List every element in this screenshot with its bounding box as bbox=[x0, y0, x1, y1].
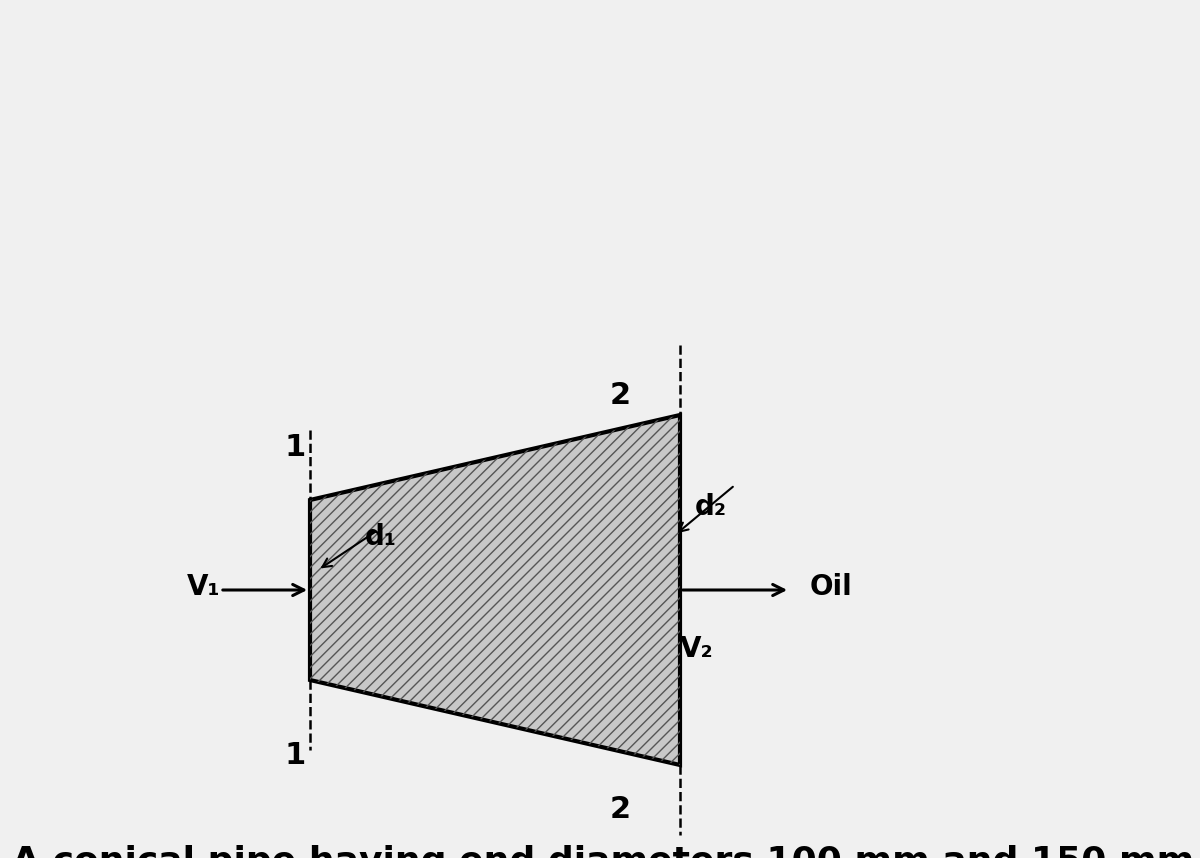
Text: 2: 2 bbox=[610, 795, 630, 825]
Text: d₂: d₂ bbox=[695, 493, 727, 521]
Text: 2: 2 bbox=[610, 380, 630, 409]
Text: A conical pipe having end diameters 100 mm and 150 mm is: A conical pipe having end diameters 100 … bbox=[12, 845, 1200, 858]
Text: V₂: V₂ bbox=[680, 635, 714, 663]
Text: d₁: d₁ bbox=[365, 523, 397, 551]
Text: Oil: Oil bbox=[810, 573, 853, 601]
Text: 1: 1 bbox=[284, 433, 306, 462]
Polygon shape bbox=[310, 415, 680, 765]
Text: V₁: V₁ bbox=[186, 573, 220, 601]
Text: 1: 1 bbox=[284, 740, 306, 770]
